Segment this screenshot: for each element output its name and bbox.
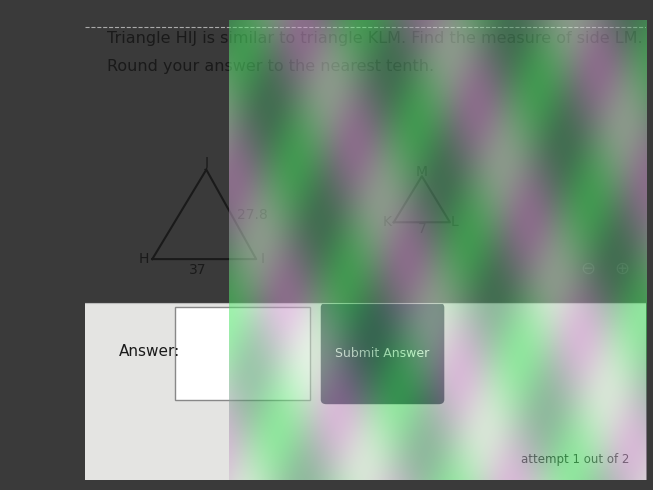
- Bar: [175, 308, 310, 400]
- Text: Answer:: Answer:: [119, 343, 180, 359]
- Text: 27.8: 27.8: [238, 208, 268, 222]
- Text: H: H: [139, 252, 149, 266]
- Text: ⊖: ⊖: [581, 260, 596, 277]
- Text: I: I: [261, 252, 264, 266]
- Bar: [85, 303, 646, 480]
- Text: K: K: [383, 215, 392, 229]
- Text: J: J: [204, 156, 208, 170]
- Text: ⊕: ⊕: [614, 260, 629, 277]
- Text: 37: 37: [189, 263, 207, 277]
- FancyBboxPatch shape: [321, 303, 444, 404]
- Text: 7: 7: [417, 221, 426, 236]
- Text: attempt 1 out of 2: attempt 1 out of 2: [521, 453, 629, 466]
- Text: L: L: [451, 215, 458, 229]
- Text: Round your answer to the nearest tenth.: Round your answer to the nearest tenth.: [107, 59, 434, 74]
- Text: Submit Answer: Submit Answer: [336, 347, 430, 360]
- Text: Triangle HIJ is similar to triangle KLM. Find the measure of side LM.: Triangle HIJ is similar to triangle KLM.…: [107, 31, 643, 46]
- Text: M: M: [416, 165, 428, 178]
